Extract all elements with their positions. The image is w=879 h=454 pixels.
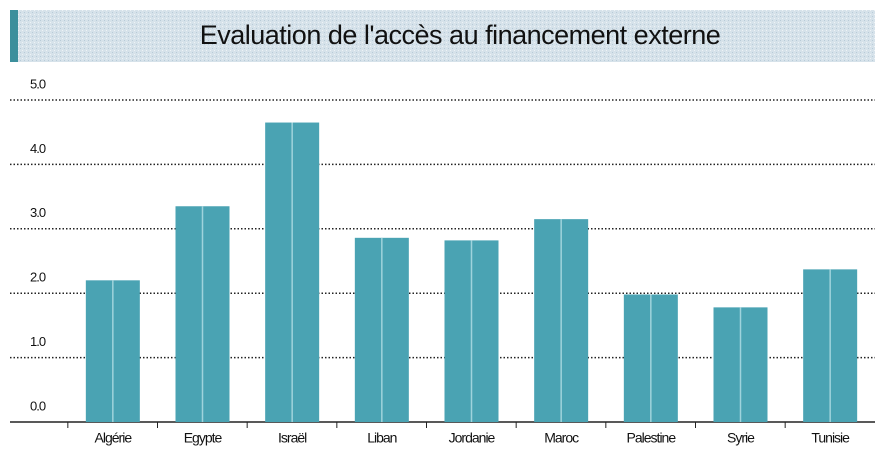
x-tick-label: Syrie [727,430,755,446]
y-tick-label: 1.0 [30,334,46,349]
x-tick-label: Liban [367,430,396,446]
x-tick-label: Palestine [627,430,677,446]
y-tick-label: 4.0 [30,141,46,156]
y-tick-label: 5.0 [30,76,46,91]
x-tick-label: Algérie [95,430,133,446]
x-tick-label: Tunisie [811,430,850,446]
title-bar [10,10,875,62]
y-tick-label: 3.0 [30,205,46,220]
x-tick-label: Jordanie [449,430,496,446]
y-tick-label: 2.0 [30,270,46,285]
title-accent [10,10,18,62]
chart-title: Evaluation de l'accès au financement ext… [200,20,721,50]
y-tick-label: 0.0 [30,398,46,413]
x-tick-label: Israël [278,430,307,446]
x-tick-label: Maroc [544,430,579,446]
x-tick-label: Egypte [184,430,223,446]
